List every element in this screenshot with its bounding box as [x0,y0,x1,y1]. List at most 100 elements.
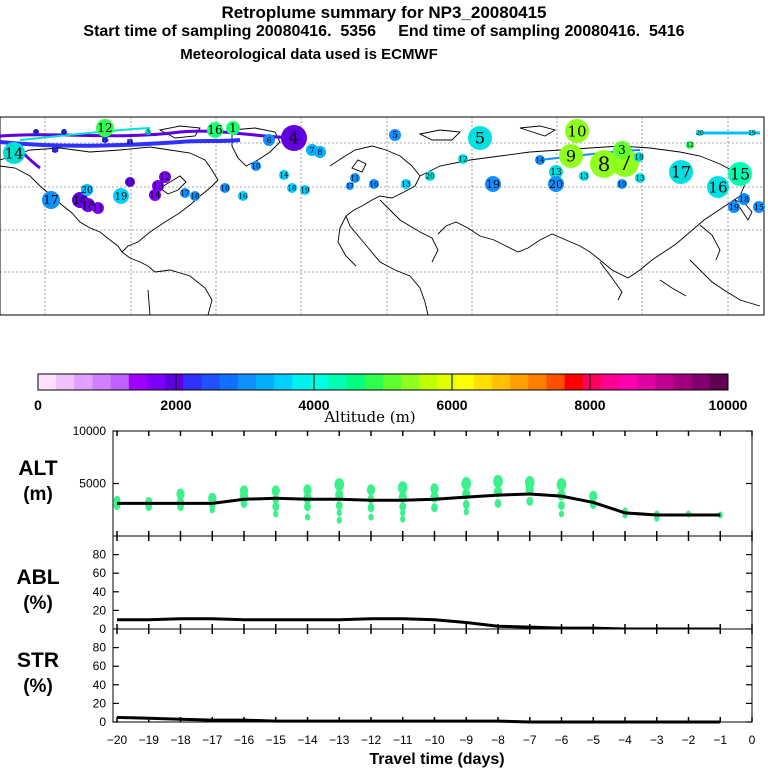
plume-marker-5: 5 [468,126,492,150]
plume-marker-6: 6 [263,134,275,146]
x-tick-label: −18 [170,733,191,747]
abl-label-line1: ABL [16,566,59,589]
marker-dot [190,191,200,201]
plume-marker-14: 14 [149,189,161,201]
marker-label: 11 [126,139,134,146]
x-axis-tick-labels: −20 −19 −18 −17 −16 −15 −14 −13 −12 −11 −10 −9 −8 −7−… [107,733,756,747]
alt-label-line1: ALT [18,457,57,480]
marker-label: 18 [191,192,200,200]
x-tick-label: −1 [713,733,727,747]
x-tick-label: −17 [202,733,223,747]
marker-label: 13 [580,172,589,180]
str-panel: 0 20 40 60 80 STR (%) [17,628,753,729]
marker-dot [549,165,563,179]
marker-label: 20 [696,130,704,137]
x-tick-label: −8 [491,733,505,747]
marker-label: 15 [730,165,750,184]
marker-dot [96,119,114,137]
marker-dot [207,122,223,138]
marker-dot [728,162,752,186]
marker-dot [102,137,108,143]
colorbar-label: Altitude (m) [323,408,415,426]
colorbar-cell [691,374,711,390]
alt-point [461,477,472,490]
marker-label: 12 [97,121,112,135]
x-tick-label: −3 [650,733,664,747]
colorbar-cell [274,374,293,390]
marker-dot [33,129,39,135]
alt-x-ticks [116,431,753,536]
plume-marker-18: 18 [738,193,750,205]
marker-dot [281,125,307,151]
marker-label: 6 [266,136,271,145]
marker-dot [3,142,25,164]
plume-marker-17: 17 [346,182,354,190]
colorbar-cell [237,374,257,390]
plume-marker-19: 19 [617,179,627,189]
abl-frame [112,535,753,630]
y-tick-label-20: 20 [93,696,107,710]
colorbar-tick-2000: 2000 [160,397,191,413]
marker-dot [220,183,230,193]
colorbar-cell [401,374,420,390]
colorbar-cells [38,374,729,390]
str-y-tick-labels: 0 20 40 60 80 [93,641,752,729]
marker-dot [579,171,589,181]
plume-marker-19: 19 [485,176,501,192]
alt-point [366,484,376,496]
colorbar-tick-4000: 4000 [298,397,329,413]
plume-marker-16: 16 [207,122,223,138]
plume-marker-12: 12 [458,154,468,164]
marker-dot [346,182,354,190]
plume-marker-11: 11 [126,139,134,146]
alt-point [303,484,312,496]
colorbar-cell [419,374,438,390]
alt-y-tick-labels: 5000 10000 [73,424,752,491]
marker-dot [401,179,411,189]
alt-point [430,491,439,503]
plume-marker-18: 18 [81,198,95,212]
colorbar-cell [582,374,602,390]
abl-panel: 0 20 40 60 80 ABL (%) [16,535,753,636]
marker-label: 12 [459,155,468,163]
plume-marker-4: 4 [281,125,307,151]
marker-dot [565,119,589,143]
y-tick-label-80: 80 [93,548,107,562]
marker-label: 17 [181,189,190,197]
marker-dot [458,154,468,164]
marker-dot [42,191,60,209]
y-tick-label-0: 0 [99,622,106,636]
x-tick-label: −19 [139,733,160,747]
str-frame [112,628,753,723]
plume-marker-11: 11 [92,202,104,214]
alt-point [336,509,342,517]
colorbar-cell [619,374,638,390]
plume-marker-19: 19 [748,130,756,137]
marker-label: 15 [51,147,59,154]
plume-marker-18: 18 [220,183,230,193]
plume-marker-16: 16 [238,191,248,201]
alt-point [273,510,279,518]
marker-label: 14 [536,156,545,164]
alt-point [176,488,185,500]
alt-point [556,478,567,492]
marker-dot [81,198,95,212]
x-tick-label: −2 [682,733,696,747]
marker-label: 8 [598,152,611,176]
plume-marker-8: 8 [314,146,326,158]
plume-marker-9: 9 [33,129,39,136]
colorbar-cell [110,374,130,390]
alt-point [494,498,502,508]
marker-dot [753,201,765,213]
x-tick-label: −11 [393,733,413,747]
x-tick-label: −5 [586,733,600,747]
alt-point [209,506,215,514]
colorbar-cell [709,374,729,390]
plume-marker-14: 14 [3,142,25,164]
colorbar-cell [292,374,311,390]
marker-label: 17 [43,193,58,207]
marker-dot [350,173,360,183]
alt-point [397,481,408,495]
colorbar-cell [74,374,93,390]
